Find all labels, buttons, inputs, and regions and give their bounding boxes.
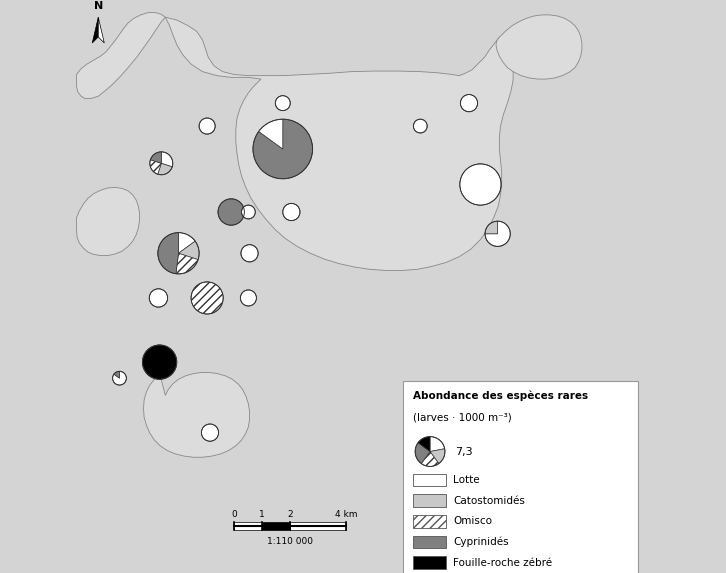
Wedge shape xyxy=(218,199,245,225)
Polygon shape xyxy=(496,15,582,79)
Polygon shape xyxy=(76,13,166,99)
Wedge shape xyxy=(114,371,120,378)
Wedge shape xyxy=(150,289,168,307)
Wedge shape xyxy=(413,119,427,133)
Wedge shape xyxy=(253,119,313,179)
Text: 7,3: 7,3 xyxy=(455,446,473,457)
Bar xyxy=(413,474,446,486)
Text: Catostomidés: Catostomidés xyxy=(453,496,525,506)
Text: 0: 0 xyxy=(231,510,237,519)
Text: (larves · 1000 m⁻³): (larves · 1000 m⁻³) xyxy=(413,413,512,422)
Wedge shape xyxy=(201,424,219,441)
Wedge shape xyxy=(485,221,497,234)
Wedge shape xyxy=(421,452,439,466)
Polygon shape xyxy=(166,17,513,270)
Wedge shape xyxy=(179,233,195,253)
Wedge shape xyxy=(430,449,445,464)
Text: Cyprinidés: Cyprinidés xyxy=(453,537,509,547)
Bar xyxy=(290,522,346,530)
Bar xyxy=(262,522,290,530)
Text: 1:110 000: 1:110 000 xyxy=(267,537,313,547)
Wedge shape xyxy=(275,96,290,111)
Text: Abondance des espèces rares: Abondance des espèces rares xyxy=(413,391,588,401)
Wedge shape xyxy=(460,164,501,205)
Bar xyxy=(413,494,446,507)
Text: Lotte: Lotte xyxy=(453,475,480,485)
Bar xyxy=(413,515,446,528)
Wedge shape xyxy=(150,160,161,174)
Wedge shape xyxy=(161,152,173,167)
Wedge shape xyxy=(460,95,478,112)
Polygon shape xyxy=(92,17,98,43)
Wedge shape xyxy=(485,221,510,246)
Text: 4 km: 4 km xyxy=(335,510,357,519)
FancyBboxPatch shape xyxy=(403,381,638,573)
Wedge shape xyxy=(283,203,300,221)
Wedge shape xyxy=(240,290,256,306)
Wedge shape xyxy=(430,437,445,452)
Polygon shape xyxy=(144,372,250,457)
Wedge shape xyxy=(158,163,172,175)
Wedge shape xyxy=(418,437,430,452)
Wedge shape xyxy=(241,245,258,262)
Wedge shape xyxy=(179,241,199,260)
Wedge shape xyxy=(150,152,161,163)
Wedge shape xyxy=(415,443,430,464)
Bar xyxy=(234,522,262,530)
Bar xyxy=(413,556,446,569)
Wedge shape xyxy=(113,371,126,385)
Wedge shape xyxy=(199,118,215,134)
Wedge shape xyxy=(142,345,176,379)
Wedge shape xyxy=(158,233,179,274)
Wedge shape xyxy=(176,253,198,274)
Wedge shape xyxy=(242,205,256,219)
Text: N: N xyxy=(94,2,103,11)
Text: Fouille-roche zébré: Fouille-roche zébré xyxy=(453,558,552,568)
Wedge shape xyxy=(191,282,223,314)
Text: 2: 2 xyxy=(287,510,293,519)
Text: Omisco: Omisco xyxy=(453,516,492,527)
Wedge shape xyxy=(258,119,283,149)
Text: 1: 1 xyxy=(259,510,265,519)
Bar xyxy=(413,536,446,548)
Polygon shape xyxy=(98,17,105,43)
Polygon shape xyxy=(76,187,139,256)
